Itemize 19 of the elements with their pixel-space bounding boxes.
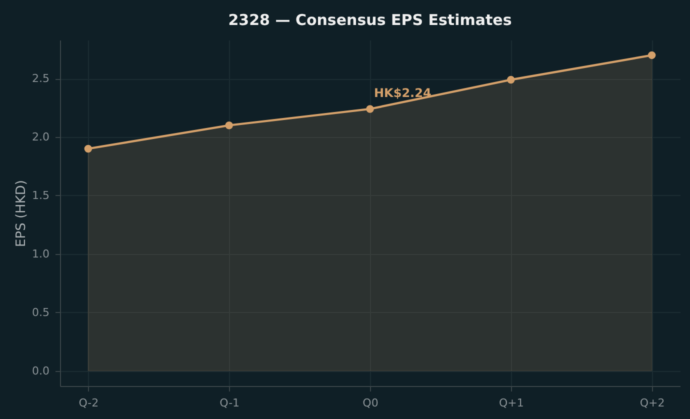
x-tick-label: Q-2 xyxy=(78,396,99,410)
x-tick-label: Q+1 xyxy=(498,396,524,410)
annotation: HK$2.24 xyxy=(374,86,432,100)
y-axis-title: EPS (HKD) xyxy=(14,180,30,247)
point xyxy=(225,121,233,130)
y-tick-label: 0.0 xyxy=(32,364,50,378)
x-tick-label: Q-1 xyxy=(220,396,240,410)
y-tick-label: 2.0 xyxy=(32,130,50,144)
point xyxy=(84,144,92,153)
y-tick-label: 1.5 xyxy=(32,188,50,202)
point xyxy=(648,51,656,60)
x-tick-label: Q0 xyxy=(362,396,378,410)
x-tick-label: Q+2 xyxy=(640,396,665,410)
point xyxy=(507,76,515,84)
y-tick-label: 0.5 xyxy=(32,306,50,319)
y-tick-label: 1.0 xyxy=(32,247,50,260)
y-tick-label: 2.5 xyxy=(32,72,50,86)
point xyxy=(366,105,374,113)
chart-title: 2328 — Consensus EPS Estimates xyxy=(228,11,512,29)
